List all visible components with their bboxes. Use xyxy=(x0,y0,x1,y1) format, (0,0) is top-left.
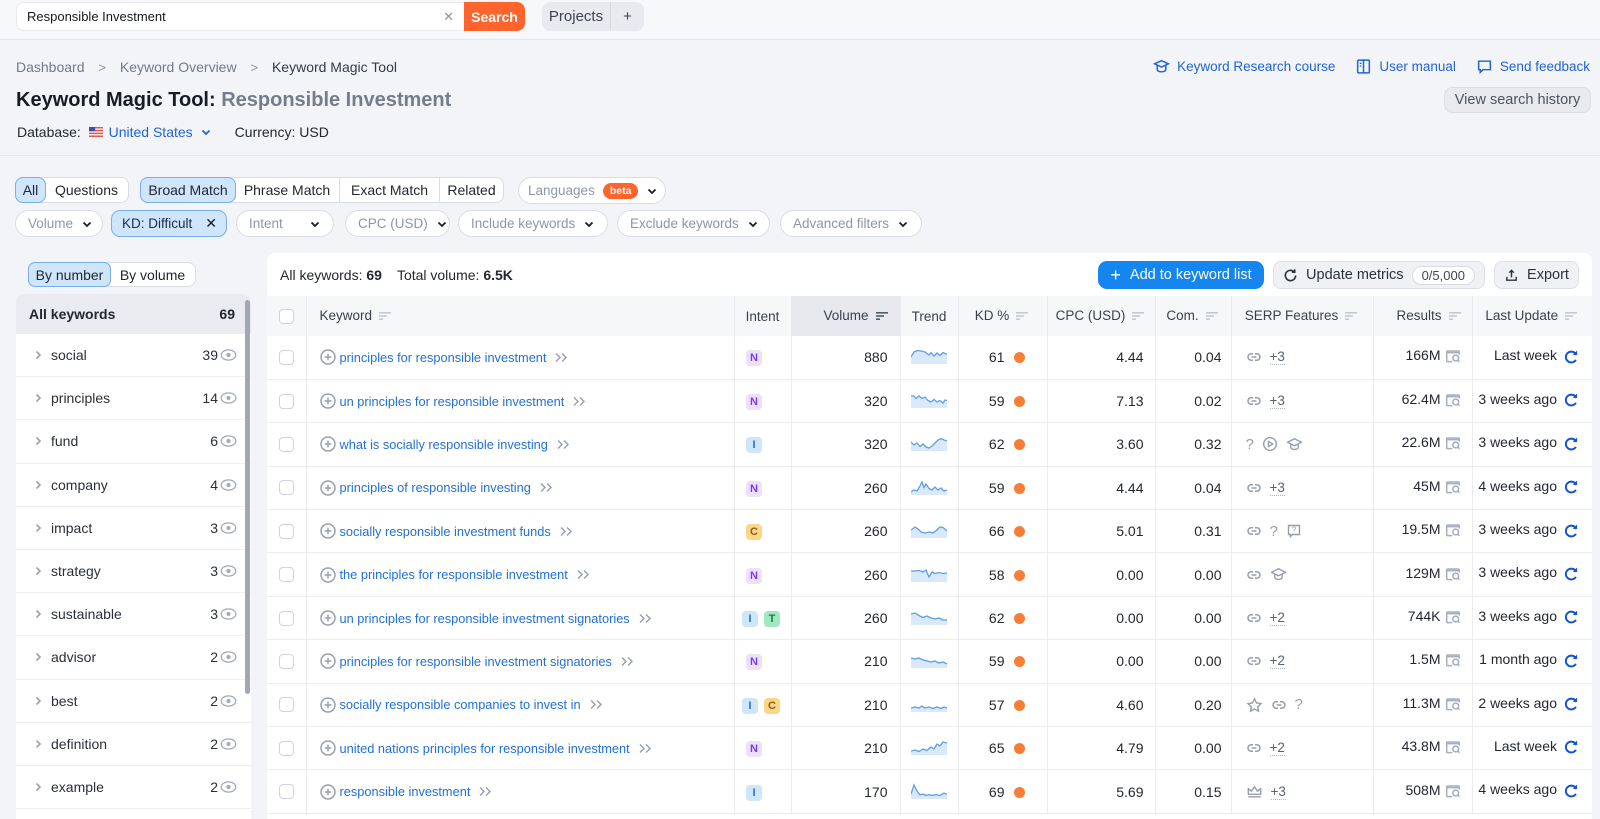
svg-text:?: ? xyxy=(1292,526,1297,535)
